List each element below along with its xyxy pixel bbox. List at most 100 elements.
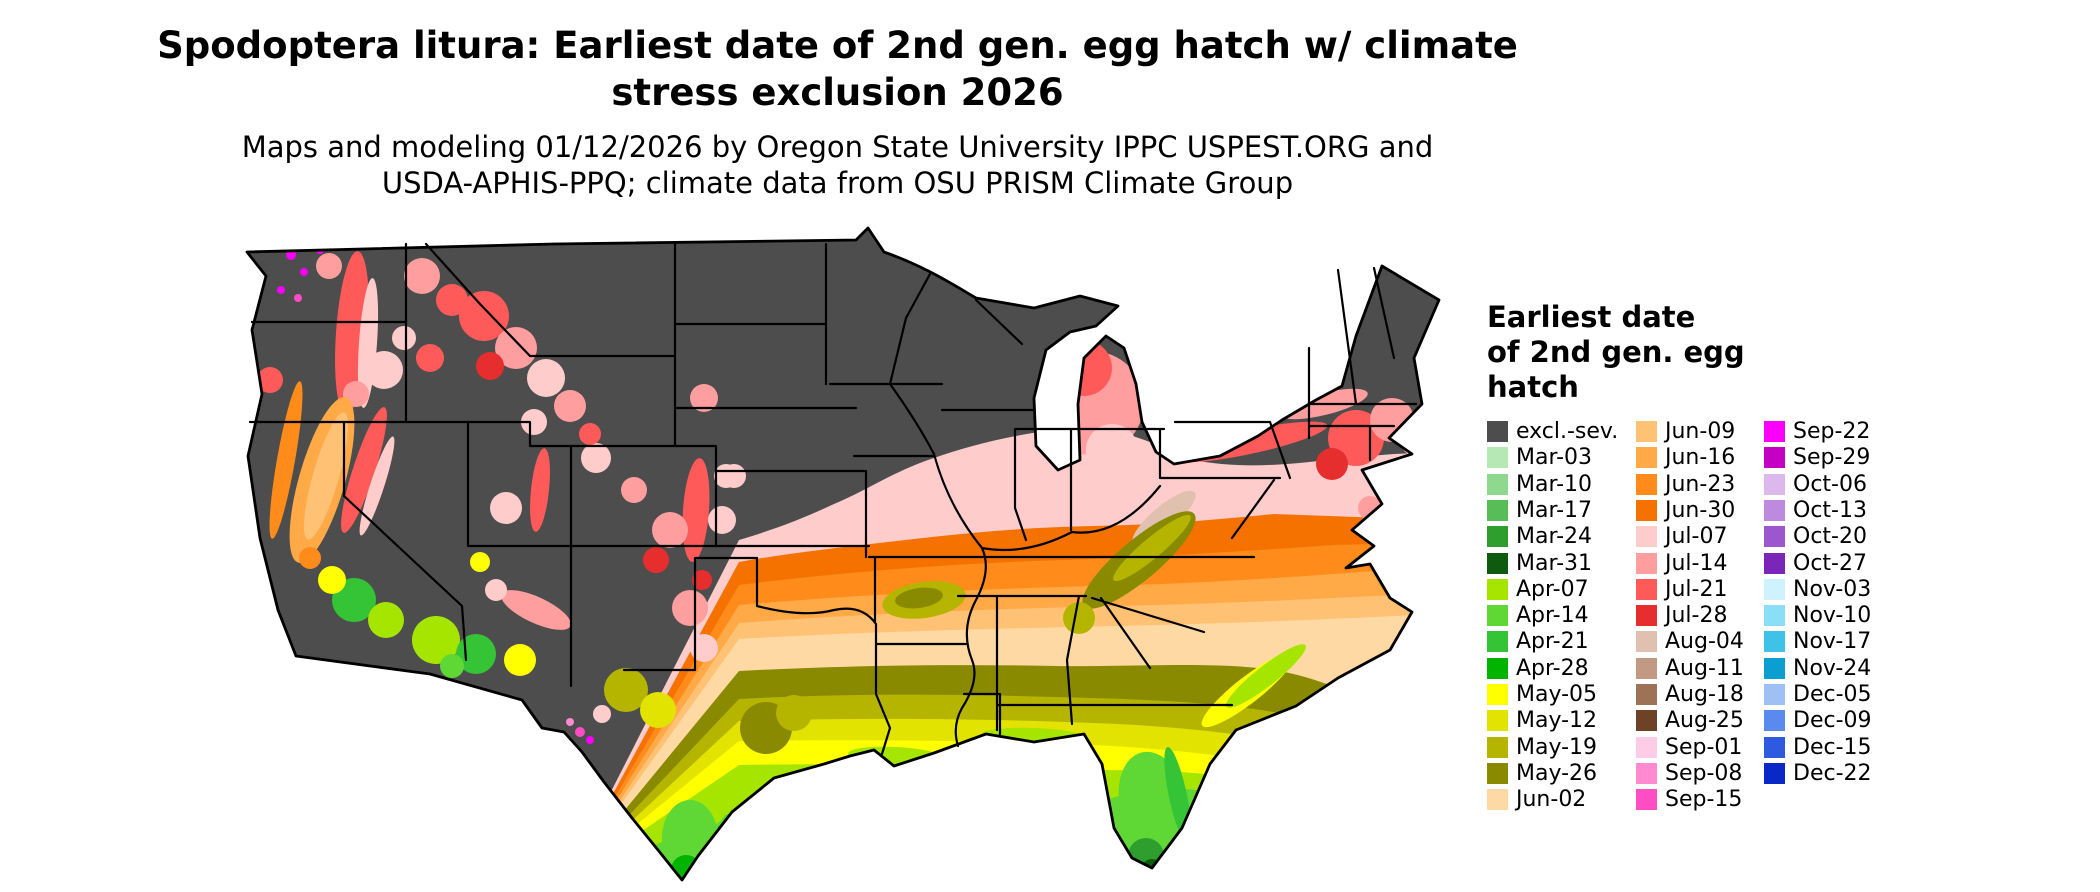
legend-row: Dec-22 (1764, 760, 1892, 786)
legend-swatch (1487, 526, 1508, 548)
page-subtitle: Maps and modeling 01/12/2026 by Oregon S… (0, 129, 1675, 202)
legend-label: Jul-07 (1665, 524, 1728, 550)
legend-swatch (1636, 789, 1657, 811)
page-subtitle-line1: Maps and modeling 01/12/2026 by Oregon S… (241, 129, 1434, 164)
legend-label: Sep-29 (1793, 445, 1871, 471)
legend-swatch (1764, 473, 1785, 495)
legend-label: Nov-24 (1793, 655, 1872, 681)
legend-swatch (1487, 552, 1508, 574)
legend-title: Earliest date of 2nd gen. egg hatch (1487, 300, 1927, 404)
legend-label: May-19 (1516, 734, 1598, 760)
legend-row: Jun-02 (1487, 787, 1636, 813)
legend-label: Aug-04 (1665, 629, 1744, 655)
legend-label: excl.-sev. (1516, 419, 1619, 445)
legend-row: Jun-30 (1636, 497, 1764, 523)
legend-swatch (1764, 605, 1785, 627)
legend-row: Sep-01 (1636, 734, 1764, 760)
legend-swatch (1636, 605, 1657, 627)
legend-label: Aug-18 (1665, 682, 1744, 707)
legend-label: Sep-22 (1793, 419, 1871, 445)
legend-row: Aug-25 (1636, 708, 1764, 734)
legend-row: Mar-10 (1487, 471, 1636, 497)
legend-swatch (1764, 684, 1785, 705)
legend-row: Sep-29 (1764, 445, 1892, 471)
legend-row: Jul-21 (1636, 576, 1764, 602)
legend-label: Nov-03 (1793, 576, 1872, 602)
legend-row: May-12 (1487, 708, 1636, 734)
legend-row: Dec-09 (1764, 708, 1892, 734)
legend-row: Oct-06 (1764, 471, 1892, 497)
page-title: Spodoptera litura: Earliest date of 2nd … (0, 22, 1675, 117)
legend-swatch (1764, 631, 1785, 653)
legend-swatch (1764, 578, 1785, 600)
legend-label: Dec-05 (1793, 682, 1872, 707)
legend-label: Aug-11 (1665, 655, 1744, 681)
legend-row: Mar-17 (1487, 497, 1636, 523)
legend-label: May-12 (1516, 708, 1598, 734)
legend-swatch (1764, 736, 1785, 758)
legend-swatch (1636, 447, 1657, 469)
legend-swatch (1487, 473, 1508, 495)
legend-row: May-05 (1487, 681, 1636, 707)
legend-label: May-26 (1516, 760, 1598, 786)
legend-swatch (1487, 578, 1508, 600)
legend-row: May-19 (1487, 734, 1636, 760)
legend-row: Apr-07 (1487, 576, 1636, 602)
legend-swatch (1636, 736, 1657, 758)
legend-swatch (1636, 631, 1657, 653)
legend-title-line1: Earliest date (1487, 300, 1696, 334)
us-map (245, 226, 1441, 882)
legend-row: excl.-sev. (1487, 418, 1636, 444)
legend-label: Nov-17 (1793, 629, 1872, 655)
title-block: Spodoptera litura: Earliest date of 2nd … (0, 22, 1675, 201)
legend-label: Jun-23 (1665, 471, 1736, 497)
state-borders (248, 242, 1418, 756)
legend-columns: excl.-sev. Mar-03 Mar-10 Mar-17 Mar-24 Mar-31… (1487, 418, 1927, 812)
legend-row: Mar-03 (1487, 445, 1636, 471)
legend-label: Mar-24 (1516, 524, 1593, 550)
legend-row: Aug-18 (1636, 681, 1764, 707)
legend-swatch (1764, 421, 1785, 443)
terrain-patches-west (257, 246, 746, 744)
terrain-patches-east (740, 490, 1196, 754)
legend-row: Sep-08 (1636, 760, 1764, 786)
legend-swatch (1487, 736, 1508, 758)
legend-row: Oct-13 (1764, 497, 1892, 523)
legend-swatch (1636, 657, 1657, 679)
legend-label: Oct-20 (1793, 524, 1867, 550)
legend-swatch (1764, 499, 1785, 521)
legend-label: Oct-27 (1793, 550, 1867, 576)
legend-swatch (1487, 710, 1508, 732)
page-subtitle-line2: USDA-APHIS-PPQ; climate data from OSU PR… (381, 165, 1294, 200)
legend-swatch (1487, 762, 1508, 784)
legend-swatch (1636, 684, 1657, 705)
legend-row: Nov-17 (1764, 629, 1892, 655)
legend-label: Apr-28 (1516, 655, 1589, 681)
legend-column: Jun-09 Jun-16 Jun-23 Jun-30 Jul-07 Jul-14 Jul-… (1636, 418, 1764, 812)
legend-label: Mar-31 (1516, 550, 1593, 576)
legend-label: Dec-15 (1793, 734, 1872, 760)
legend-swatch (1764, 762, 1785, 784)
legend-label: Mar-17 (1516, 497, 1593, 523)
legend-swatch (1636, 578, 1657, 600)
legend-row: Jul-07 (1636, 524, 1764, 550)
legend-row: Dec-05 (1764, 681, 1892, 707)
legend-swatch (1764, 552, 1785, 574)
legend-swatch (1764, 710, 1785, 732)
legend-swatch (1487, 421, 1508, 443)
legend-column: Sep-22 Sep-29 Oct-06 Oct-13 Oct-20 Oct-27 Nov-… (1764, 418, 1892, 812)
legend-row: Sep-15 (1636, 787, 1764, 813)
legend-label: Sep-15 (1665, 787, 1743, 813)
legend-title-line3: hatch (1487, 369, 1579, 404)
legend-row: Mar-31 (1487, 550, 1636, 576)
legend-row: Apr-28 (1487, 655, 1636, 681)
legend-swatch (1636, 421, 1657, 443)
legend-swatch (1487, 657, 1508, 679)
legend-row: Jun-09 (1636, 418, 1764, 444)
legend-label: Mar-10 (1516, 471, 1593, 497)
legend-label: Dec-09 (1793, 708, 1872, 734)
page-title-line2: stress exclusion 2026 (611, 71, 1064, 115)
page-title-line1: Spodoptera litura: Earliest date of 2nd … (157, 24, 1518, 67)
legend-label: Jul-14 (1665, 550, 1728, 576)
